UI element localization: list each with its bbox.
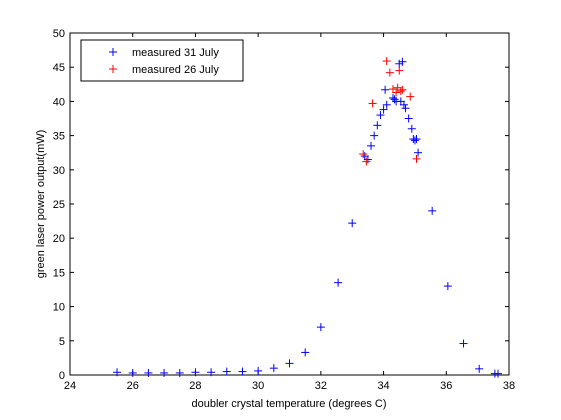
y-tick-label: 40	[53, 96, 65, 108]
y-tick-label: 15	[53, 267, 65, 279]
plot-area	[69, 32, 510, 376]
y-tick-label: 35	[53, 131, 65, 143]
x-tick-label: 26	[127, 380, 139, 392]
y-tick-label: 25	[53, 199, 65, 211]
data-point	[254, 366, 263, 375]
data-point	[191, 368, 200, 377]
data-point	[412, 135, 421, 144]
y-tick-label: 50	[53, 28, 65, 40]
x-tick-label: 38	[503, 380, 515, 392]
y-tick-label: 20	[53, 233, 65, 245]
axis-ticks	[69, 32, 510, 376]
series-1	[359, 57, 421, 166]
data-point	[395, 66, 404, 75]
data-point	[443, 282, 452, 291]
x-tick-label: 28	[189, 380, 201, 392]
data-point	[494, 369, 503, 378]
data-point	[362, 157, 371, 166]
data-point	[392, 88, 401, 97]
data-point	[410, 136, 419, 145]
data-point	[401, 104, 410, 113]
data-point	[398, 57, 407, 66]
data-point	[370, 131, 379, 140]
x-axis-label: doubler crystal temperature (degrees C)	[191, 398, 386, 410]
legend-label-measured-26-july: measured 26 July	[132, 64, 219, 76]
data-point	[368, 99, 377, 108]
data-point	[414, 148, 423, 157]
data-point	[113, 368, 122, 377]
data-point	[399, 100, 408, 109]
x-tick-label: 32	[315, 380, 327, 392]
legend-marker-measured-26-july	[109, 65, 117, 73]
data-point	[382, 100, 391, 109]
legend-marker-measured-31-july	[109, 48, 117, 56]
data-point	[396, 87, 405, 96]
data-point	[144, 368, 153, 377]
y-axis-label: green laser power output(mW)	[35, 130, 47, 279]
data-point	[285, 359, 294, 368]
legend: measured 31 July measured 26 July	[80, 39, 244, 82]
data-point	[175, 368, 184, 377]
data-point	[376, 111, 385, 120]
x-tick-label: 34	[377, 380, 389, 392]
data-point	[379, 105, 388, 114]
y-tick-label: 10	[53, 302, 65, 314]
data-point	[428, 206, 437, 215]
data-point	[475, 364, 484, 373]
y-tick-label: 0	[59, 370, 65, 382]
data-point	[348, 219, 357, 228]
data-point	[128, 368, 137, 377]
data-point	[382, 57, 391, 66]
data-point	[404, 114, 413, 123]
data-point	[160, 368, 169, 377]
x-tick-label: 36	[440, 380, 452, 392]
y-tick-label: 30	[53, 165, 65, 177]
data-point	[238, 367, 247, 376]
data-point	[385, 68, 394, 77]
data-point	[398, 85, 407, 94]
data-point	[363, 155, 372, 164]
data-point	[381, 85, 390, 94]
y-tick-label: 5	[59, 336, 65, 348]
legend-label-measured-31-july: measured 31 July	[132, 47, 219, 59]
data-point	[412, 154, 421, 163]
data-point	[207, 368, 216, 377]
x-tick-label: 30	[252, 380, 264, 392]
legend-box	[80, 39, 244, 82]
series-0	[113, 57, 503, 378]
data-point	[407, 124, 416, 133]
data-point	[367, 141, 376, 150]
y-tick-label: 45	[53, 62, 65, 74]
data-point	[390, 95, 399, 104]
data-point	[334, 278, 343, 287]
legend-plus-marker	[109, 65, 117, 73]
data-points	[113, 57, 503, 378]
data-point	[373, 121, 382, 130]
data-point	[316, 323, 325, 332]
data-point	[269, 364, 278, 373]
data-point	[406, 92, 415, 101]
legend-plus-marker	[109, 48, 117, 56]
data-point	[222, 367, 231, 376]
data-point	[301, 348, 310, 357]
data-point	[359, 150, 368, 159]
tick-labels: 24 26 28 30 32 34 36 38 0 5 10 15 20 25 30 35 40 45 50	[53, 28, 515, 392]
x-tick-label: 24	[64, 380, 76, 392]
data-point	[459, 339, 468, 348]
